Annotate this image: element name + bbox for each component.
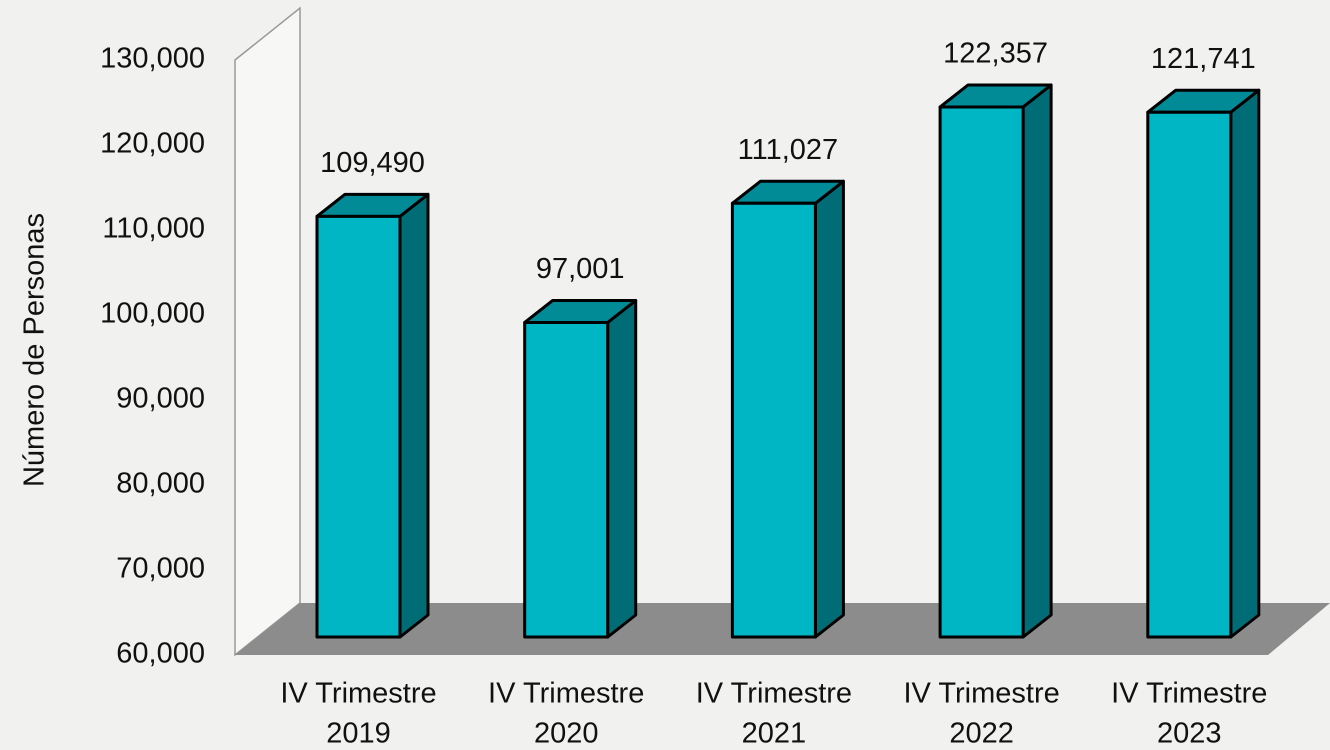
bar-front	[730, 201, 817, 639]
bar	[315, 192, 430, 639]
back-wall	[234, 6, 301, 657]
y-tick-label: 120,000	[100, 128, 205, 160]
x-tick-label: 2023	[1157, 718, 1222, 750]
value-label: 109,490	[320, 147, 425, 179]
bar-side	[1229, 88, 1261, 639]
value-label: 122,357	[943, 38, 1048, 70]
y-tick-label: 100,000	[100, 298, 205, 330]
bar-front	[1146, 110, 1233, 639]
value-label: 111,027	[738, 134, 839, 166]
bar-side	[606, 298, 638, 639]
y-tick-label: 70,000	[116, 553, 205, 585]
value-label: 121,741	[1151, 43, 1256, 75]
bar	[1146, 88, 1261, 639]
bar-front	[938, 105, 1025, 639]
bar	[730, 179, 845, 639]
x-tick-label: IV Trimestre	[280, 678, 436, 710]
bar	[523, 298, 638, 639]
y-axis-label: Número de Personas	[19, 213, 51, 487]
bar-side	[813, 179, 845, 639]
bar	[938, 83, 1053, 639]
value-label: 97,001	[536, 253, 625, 285]
x-tick-label: 2022	[949, 718, 1014, 750]
y-tick-label: 110,000	[102, 213, 205, 245]
bar-front	[523, 320, 610, 639]
bar-side	[1021, 83, 1053, 639]
y-tick-label: 60,000	[116, 638, 205, 670]
x-tick-label: IV Trimestre	[1111, 678, 1267, 710]
x-tick-label: IV Trimestre	[903, 678, 1059, 710]
bar-side	[398, 192, 430, 639]
y-tick-label: 130,000	[100, 43, 205, 75]
x-tick-label: 2019	[326, 718, 391, 750]
x-tick-label: 2020	[534, 718, 599, 750]
y-tick-label: 80,000	[116, 468, 205, 500]
x-tick-label: 2021	[742, 718, 807, 750]
y-tick-label: 90,000	[116, 383, 205, 415]
x-tick-label: IV Trimestre	[488, 678, 644, 710]
x-tick-label: IV Trimestre	[696, 678, 852, 710]
bar-front	[315, 214, 402, 639]
